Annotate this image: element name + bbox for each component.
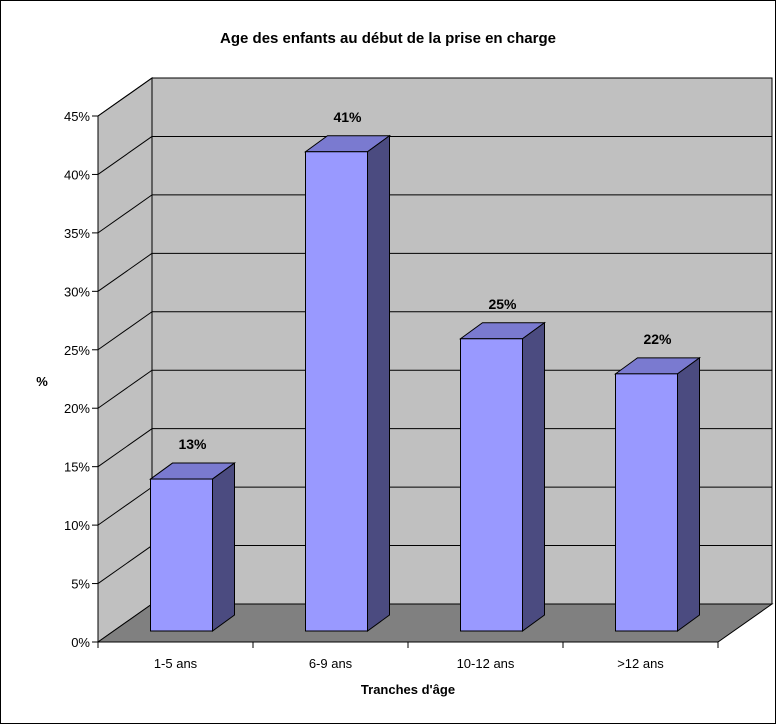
gridline-side: [97, 369, 153, 409]
gridline-side: [97, 545, 153, 584]
bar-side: [367, 134, 390, 632]
y-tick-label: 15%: [64, 460, 90, 475]
x-axis-title: Tranches d'âge: [361, 682, 455, 697]
x-tick-label: 1-5 ans: [154, 656, 198, 671]
bar-side: [212, 462, 235, 632]
data-label: 13%: [178, 436, 207, 452]
y-tick-label: 25%: [64, 343, 90, 358]
y-tick-label: 45%: [64, 109, 90, 124]
y-tick-label: 20%: [64, 401, 90, 416]
y-tick-label: 30%: [64, 284, 90, 299]
gridline-side: [97, 252, 153, 292]
chart-title: Age des enfants au début de la prise en …: [220, 30, 556, 47]
gridline-side: [97, 486, 153, 526]
side-wall: [97, 77, 153, 643]
y-tick-label: 0%: [71, 635, 90, 650]
y-tick-label: 5%: [71, 577, 90, 592]
data-label: 22%: [643, 331, 672, 347]
bars: [148, 134, 702, 632]
bar-side: [677, 356, 700, 632]
gridline-side: [97, 136, 153, 175]
gridline-side: [97, 311, 153, 351]
axes: 0% 5% 10% 15% 20% 25% 30% 35% 40% 45% 1-5 ans 6-9 a…: [64, 109, 719, 671]
data-label: 25%: [488, 296, 517, 312]
bar: [460, 338, 523, 632]
gridline-side: [97, 77, 153, 117]
data-labels: 13% 41% 25% 22%: [178, 109, 672, 452]
bar: [305, 151, 368, 632]
y-axis-title: %: [36, 374, 48, 389]
bar-side: [522, 321, 545, 632]
bar: [615, 373, 678, 632]
bar: [150, 478, 213, 632]
x-tick-label: 10-12 ans: [457, 656, 515, 671]
y-tick-label: 10%: [64, 518, 90, 533]
y-tick-label: 40%: [64, 167, 90, 182]
x-tick-label: >12 ans: [617, 656, 664, 671]
x-tick-label: 6-9 ans: [309, 656, 353, 671]
gridline-side: [97, 428, 153, 468]
y-tick-label: 35%: [64, 226, 90, 241]
data-label: 41%: [333, 109, 362, 125]
gridline-side: [97, 194, 153, 234]
